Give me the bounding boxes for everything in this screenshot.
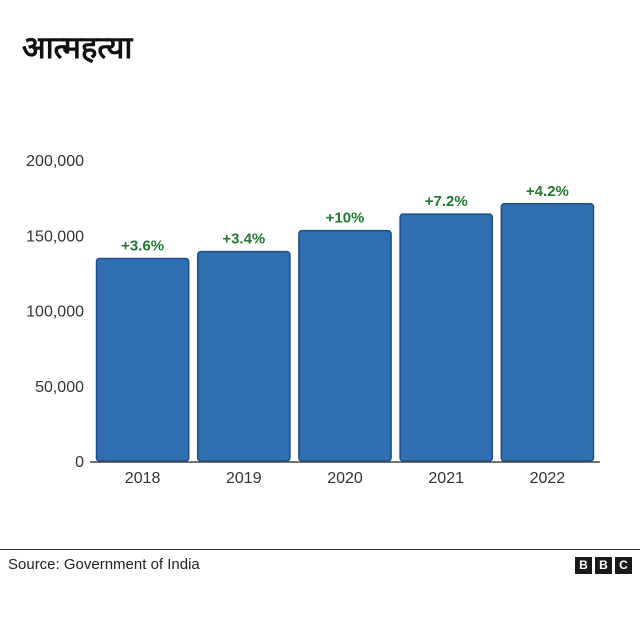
bar-data-label: +10% (326, 210, 365, 227)
y-tick-label: 150,000 (26, 228, 84, 245)
x-tick-label: 2022 (530, 470, 566, 487)
bar-data-label: +3.4% (222, 231, 265, 248)
logo-letter: B (595, 557, 612, 574)
y-axis: 0 50,000 100,000 150,000 200,000 (26, 153, 84, 471)
bar-data-label: +3.6% (121, 238, 164, 255)
x-tick-label: 2019 (226, 470, 262, 487)
y-tick-label: 0 (75, 454, 84, 471)
logo-letter: C (615, 557, 632, 574)
bar (399, 213, 494, 462)
bar (95, 257, 190, 462)
chart-title: आत्महत्या (22, 30, 133, 66)
footer-divider (0, 549, 640, 550)
y-tick-label: 200,000 (26, 153, 84, 170)
bbc-logo: B B C (575, 557, 632, 574)
y-tick-label: 100,000 (26, 304, 84, 321)
bars-group (95, 203, 595, 462)
x-tick-label: 2020 (327, 470, 363, 487)
bar-data-label: +4.2% (526, 183, 569, 200)
logo-letter: B (575, 557, 592, 574)
bar (500, 203, 595, 462)
x-tick-label: 2018 (125, 470, 161, 487)
bar (196, 250, 291, 462)
data-labels-group: +3.6% +3.4% +10% +7.2% +4.2% (121, 183, 569, 255)
bar (298, 229, 392, 462)
x-tick-label: 2021 (428, 470, 464, 487)
y-tick-label: 50,000 (35, 379, 84, 396)
bar-data-label: +7.2% (425, 193, 468, 210)
source-text: Source: Government of India (8, 556, 200, 573)
x-axis: 2018 2019 2020 2021 2022 (125, 470, 565, 487)
